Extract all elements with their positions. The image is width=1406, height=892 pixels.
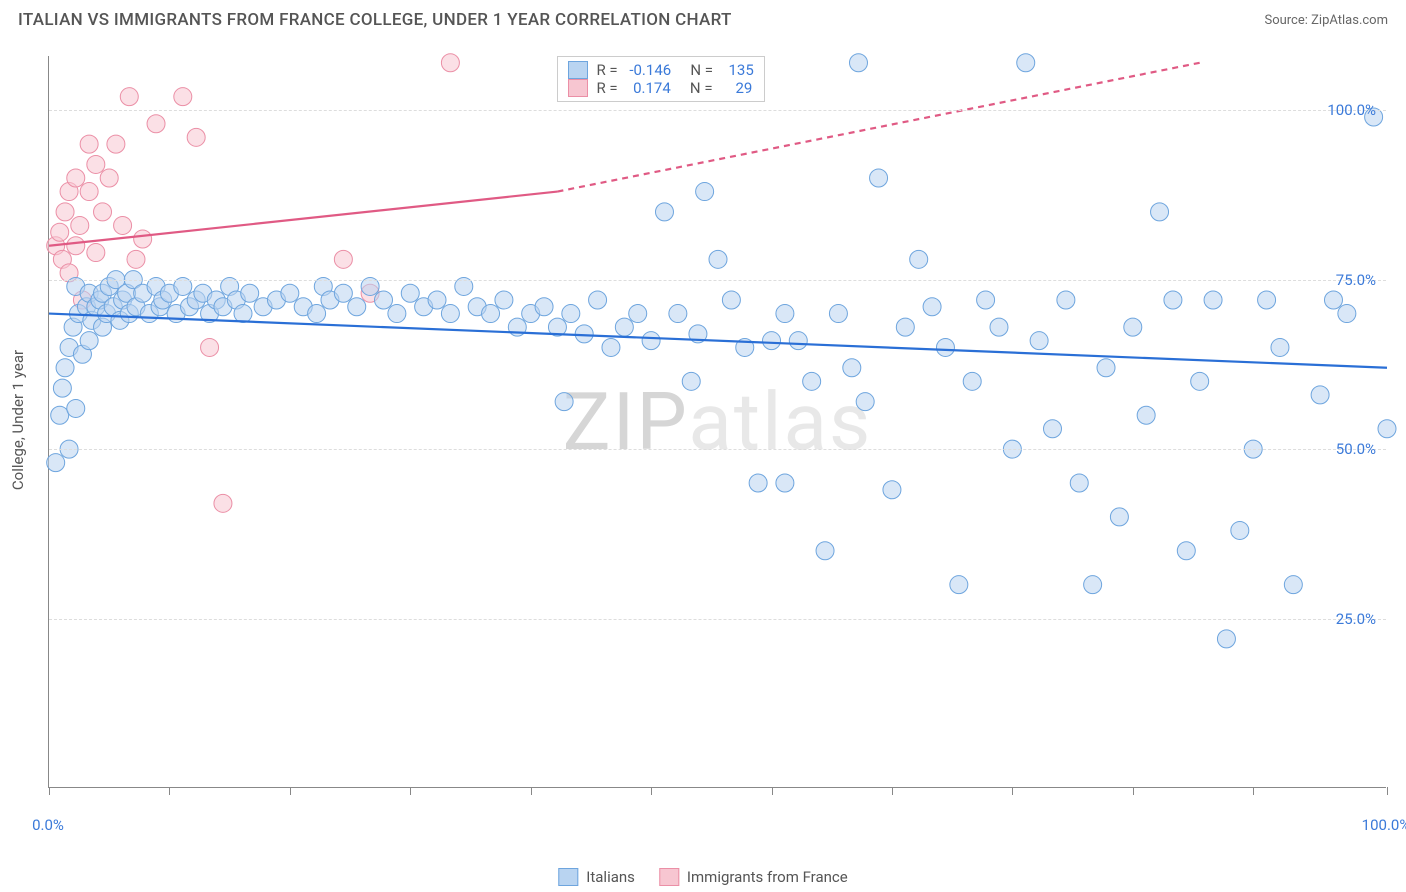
scatter-svg (49, 56, 1386, 787)
legend-swatch (568, 79, 588, 97)
y-tick-label: 100.0% (1327, 101, 1376, 119)
x-max-label: 100.0% (1362, 816, 1406, 834)
y-tick-label: 25.0% (1336, 610, 1376, 628)
chart-title: ITALIAN VS IMMIGRANTS FROM FRANCE COLLEG… (18, 10, 732, 30)
y-tick-label: 50.0% (1336, 440, 1376, 458)
legend-item: Immigrants from France (659, 868, 848, 886)
x-tick (531, 787, 532, 795)
correlation-legend: R = -0.146 N = 135R = 0.174 N = 29 (557, 56, 764, 102)
x-tick (49, 787, 50, 795)
legend-label: Immigrants from France (687, 868, 848, 886)
x-tick (169, 787, 170, 795)
legend-swatch (568, 61, 588, 79)
y-axis-label: College, Under 1 year (9, 350, 27, 490)
legend-swatch (659, 868, 679, 886)
x-tick (1253, 787, 1254, 795)
chart-plot-area: ZIPatlas R = -0.146 N = 135R = 0.174 N =… (48, 56, 1386, 788)
gridline (49, 619, 1386, 620)
x-tick (892, 787, 893, 795)
y-tick-label: 75.0% (1336, 271, 1376, 289)
x-tick (290, 787, 291, 795)
x-tick (651, 787, 652, 795)
legend-item: Italians (558, 868, 635, 886)
legend-label: Italians (586, 868, 635, 886)
x-min-label: 0.0% (32, 816, 64, 834)
series-legend: Italians Immigrants from France (558, 868, 847, 886)
legend-row: R = -0.146 N = 135 (568, 61, 753, 79)
legend-swatch (558, 868, 578, 886)
source-label: Source: ZipAtlas.com (1264, 13, 1388, 28)
x-tick (410, 787, 411, 795)
legend-row: R = 0.174 N = 29 (568, 79, 753, 97)
x-tick (1133, 787, 1134, 795)
x-tick (1012, 787, 1013, 795)
gridline (49, 280, 1386, 281)
x-tick (1387, 787, 1388, 795)
x-tick (772, 787, 773, 795)
gridline (49, 449, 1386, 450)
gridline (49, 110, 1386, 111)
